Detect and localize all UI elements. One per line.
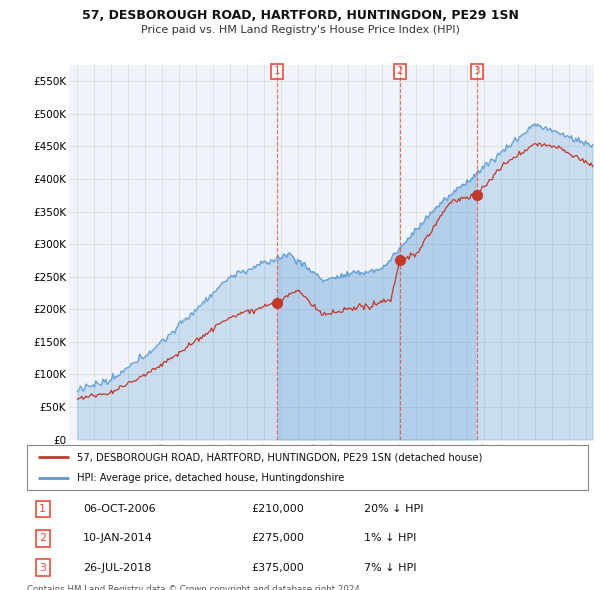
Text: 1: 1 (39, 504, 46, 514)
Text: 1% ↓ HPI: 1% ↓ HPI (364, 533, 416, 543)
Text: Contains HM Land Registry data © Crown copyright and database right 2024.
This d: Contains HM Land Registry data © Crown c… (27, 585, 362, 590)
Text: HPI: Average price, detached house, Huntingdonshire: HPI: Average price, detached house, Hunt… (77, 473, 345, 483)
Text: £275,000: £275,000 (251, 533, 304, 543)
Text: 57, DESBOROUGH ROAD, HARTFORD, HUNTINGDON, PE29 1SN: 57, DESBOROUGH ROAD, HARTFORD, HUNTINGDO… (82, 9, 518, 22)
Text: 26-JUL-2018: 26-JUL-2018 (83, 563, 151, 573)
Text: 3: 3 (39, 563, 46, 573)
Text: 2: 2 (39, 533, 46, 543)
Text: 20% ↓ HPI: 20% ↓ HPI (364, 504, 423, 514)
Text: 10-JAN-2014: 10-JAN-2014 (83, 533, 153, 543)
Text: £210,000: £210,000 (251, 504, 304, 514)
Text: Price paid vs. HM Land Registry's House Price Index (HPI): Price paid vs. HM Land Registry's House … (140, 25, 460, 35)
Text: 57, DESBOROUGH ROAD, HARTFORD, HUNTINGDON, PE29 1SN (detached house): 57, DESBOROUGH ROAD, HARTFORD, HUNTINGDO… (77, 453, 483, 463)
Text: 2: 2 (397, 67, 403, 77)
Text: 3: 3 (473, 67, 480, 77)
Text: 7% ↓ HPI: 7% ↓ HPI (364, 563, 416, 573)
Text: £375,000: £375,000 (251, 563, 304, 573)
Text: 06-OCT-2006: 06-OCT-2006 (83, 504, 156, 514)
Text: 1: 1 (274, 67, 280, 77)
